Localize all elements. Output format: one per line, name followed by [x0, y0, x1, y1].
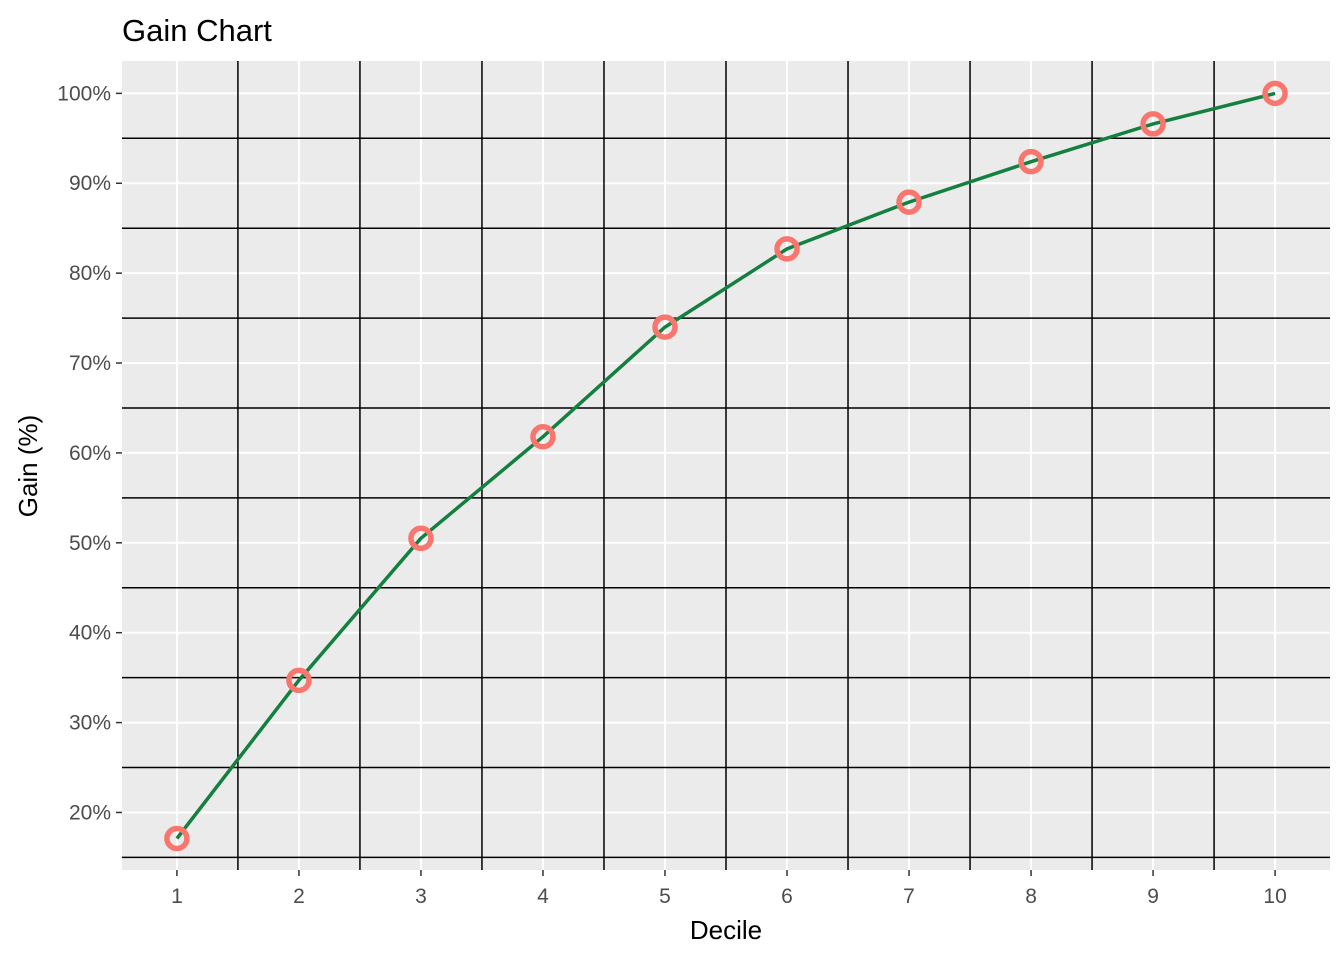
- x-axis-title: Decile: [690, 915, 762, 945]
- x-tick-label: 9: [1147, 885, 1159, 908]
- minor-grid: [122, 61, 1330, 870]
- y-tick-label: 90%: [69, 172, 111, 195]
- y-tick-label: 40%: [69, 622, 111, 645]
- x-tick-label: 3: [415, 885, 427, 908]
- y-tick-label: 60%: [69, 442, 111, 465]
- y-tick-label: 50%: [69, 532, 111, 555]
- data-point: [774, 236, 800, 262]
- y-tick-label: 70%: [69, 352, 111, 375]
- x-tick-label: 8: [1025, 885, 1037, 908]
- data-point: [286, 667, 312, 694]
- x-tick-label: 2: [293, 885, 305, 908]
- x-tick-label: 10: [1263, 885, 1286, 908]
- x-tick-label: 5: [659, 885, 671, 908]
- gain-line: [175, 91, 1276, 840]
- data-point: [1262, 80, 1288, 107]
- x-axis: 1 2 3 4 5 6 7 8 9 10: [171, 870, 1287, 908]
- data-point: [896, 189, 922, 215]
- y-tick-label: 20%: [69, 801, 111, 824]
- y-tick-label: 100%: [57, 82, 111, 105]
- x-tick-label: 1: [171, 885, 183, 908]
- y-axis-title: Gain (%): [13, 415, 43, 518]
- x-tick-label: 7: [903, 885, 915, 908]
- y-tick-label: 30%: [69, 712, 111, 735]
- y-tick-label: 80%: [69, 262, 111, 285]
- chart-title: Gain Chart: [122, 13, 272, 48]
- data-point: [408, 525, 434, 552]
- data-point: [652, 314, 678, 340]
- data-point: [530, 423, 556, 450]
- data-points: [164, 80, 1288, 852]
- x-tick-label: 6: [781, 885, 793, 908]
- x-tick-label: 4: [537, 885, 549, 908]
- y-axis: 20% 30% 40% 50% 60% 70% 80% 90% 100%: [57, 82, 122, 824]
- data-point: [164, 825, 190, 852]
- data-point: [1140, 111, 1166, 137]
- data-point: [1018, 148, 1044, 175]
